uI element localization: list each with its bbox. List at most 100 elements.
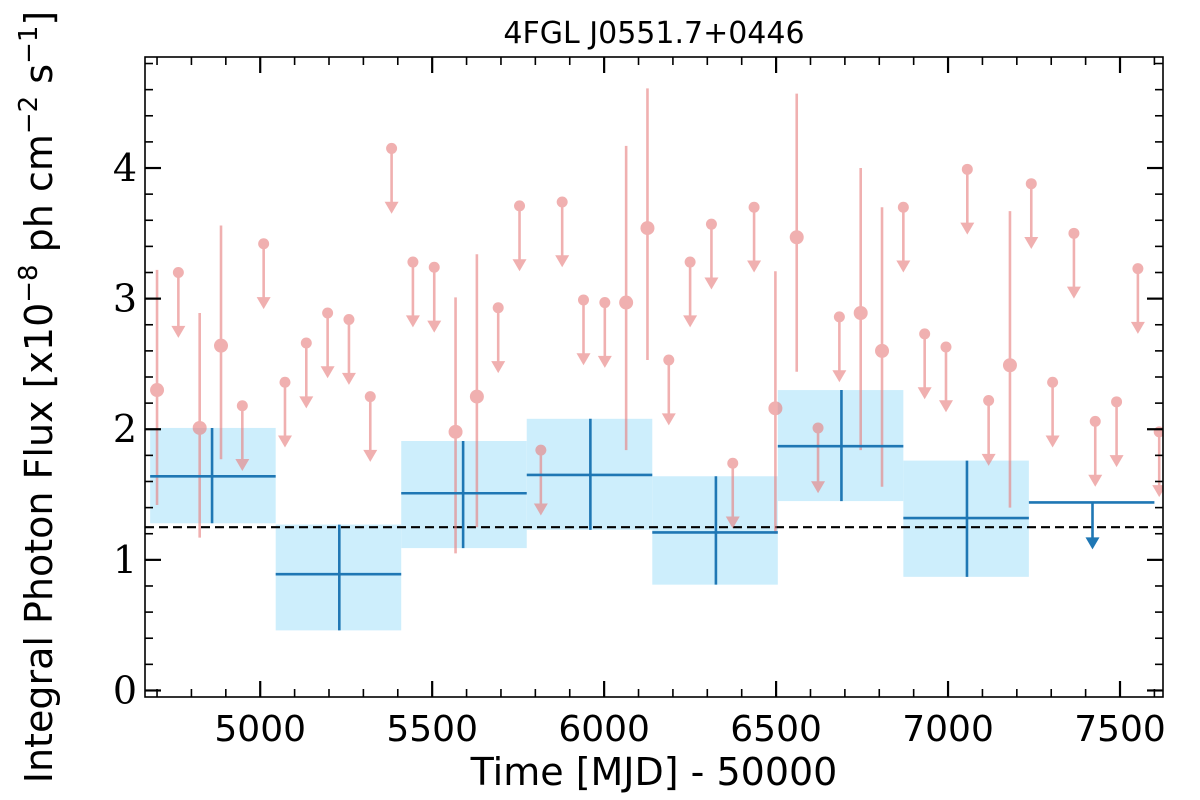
long-bin-points [150,390,1155,631]
upper-limit-arrowhead [576,353,591,366]
data-marker [214,338,229,353]
short-bin-point [171,267,186,338]
upper-limit-arrowhead [811,481,826,494]
y-axis-label-base: Integral Photon Flux [x10 [17,303,61,784]
upper-limit-arrowhead [597,355,612,368]
short-bin-point [1152,426,1163,498]
y-axis-label-mid2: s [17,64,61,96]
upper-limit-arrowhead [491,361,506,374]
upper-limit-arrowhead [1130,321,1145,334]
long-bin-upper-limit-arrowhead [1085,537,1100,550]
x-tick-label: 5000 [214,709,306,750]
upper-limit-arrowhead [1109,455,1124,468]
upper-limit-arrowhead [1045,435,1060,448]
upper-limit-arrowhead [299,396,314,409]
short-bin-point [619,145,634,451]
upper-limit-arrowhead [405,315,420,328]
long-bin-point [401,441,527,549]
short-bin-point [725,457,740,529]
y-axis-label: Integral Photon Flux [x10−8 ph cm−2 s−1] [14,11,61,784]
x-axis-label: Time [MJD] - 50000 [470,750,838,794]
upper-limit-arrowhead [235,459,250,472]
short-bin-point [576,294,591,366]
upper-limit-marker [599,297,611,309]
upper-limit-arrowhead [384,201,399,214]
short-bin-point [768,271,783,534]
upper-limit-arrowhead [533,503,548,516]
x-tick-label: 6000 [558,709,650,750]
chart-title: 4FGL J0551.7+0446 [503,16,804,51]
upper-limit-marker [514,200,526,212]
upper-limit-marker [322,307,334,319]
upper-limit-marker [577,294,589,306]
upper-limit-arrowhead [981,453,996,466]
upper-limit-marker [279,376,291,388]
upper-limit-marker [1068,227,1080,239]
upper-limit-marker [386,142,398,154]
short-bin-point [341,314,356,385]
upper-limit-marker [961,163,973,175]
upper-limit-marker [364,391,376,403]
y-tick-label: 2 [113,407,137,451]
short-bin-point [661,354,676,426]
short-bin-point [1066,227,1081,299]
short-bin-point [896,201,911,273]
short-bin-point [150,269,165,505]
short-bin-point [683,256,698,328]
y-tick-label: 3 [113,277,137,321]
upper-limit-marker [258,238,270,250]
upper-limit-marker [535,444,547,456]
upper-limit-marker [748,201,760,213]
upper-limit-arrowhead [917,387,932,400]
tick-labels: 5000 5500 6000 6500 7000 7500 0 1 2 3 4 [113,146,1166,750]
upper-limit-marker [1025,178,1037,190]
data-marker [640,221,655,236]
short-bin-point [1002,211,1017,508]
data-marker [448,424,463,439]
long-bin-point [275,524,402,631]
y-axis-label-end: ] [17,11,61,26]
upper-limit-arrowhead [555,255,570,268]
short-bin-point [938,341,953,413]
long-bin-point [1028,501,1155,550]
upper-limit-arrowhead [832,370,847,383]
short-bin-point [1045,376,1060,448]
axes [144,56,1164,698]
short-bin-point [597,297,612,368]
short-bin-point [512,200,527,272]
short-bin-point [981,395,996,466]
short-bin-point [277,376,292,448]
upper-limit-marker [1111,396,1123,408]
short-bin-point [363,391,378,462]
upper-limit-marker [833,311,845,323]
upper-limit-marker [300,337,312,349]
short-bin-point [555,196,570,268]
upper-limit-marker [556,196,568,208]
short-bin-point [640,88,655,361]
upper-limit-arrowhead [747,260,762,273]
long-bin-point [777,390,904,502]
data-marker [875,343,890,358]
data-marker [768,401,783,416]
short-bin-points [150,88,1163,554]
upper-limit-marker [428,261,440,273]
upper-limit-arrowhead [896,260,911,273]
upper-limit-marker [236,400,248,412]
upper-limit-marker [492,302,504,314]
upper-limit-arrowhead [171,325,186,338]
y-tick-label: 4 [113,146,137,190]
short-bin-point [917,328,932,400]
x-tick-label: 6500 [730,709,822,750]
upper-limit-arrowhead [1152,485,1163,498]
data-marker [789,230,804,245]
short-bin-point [853,168,868,451]
data-marker [619,295,634,310]
short-bin-point [811,422,826,494]
long-bin-point [903,460,1029,577]
short-bin-point [448,297,463,554]
short-bin-point [320,307,335,379]
upper-limit-arrowhead [1066,286,1081,299]
short-bin-point [875,207,890,487]
data-marker [853,306,868,320]
data-marker [1002,358,1017,373]
